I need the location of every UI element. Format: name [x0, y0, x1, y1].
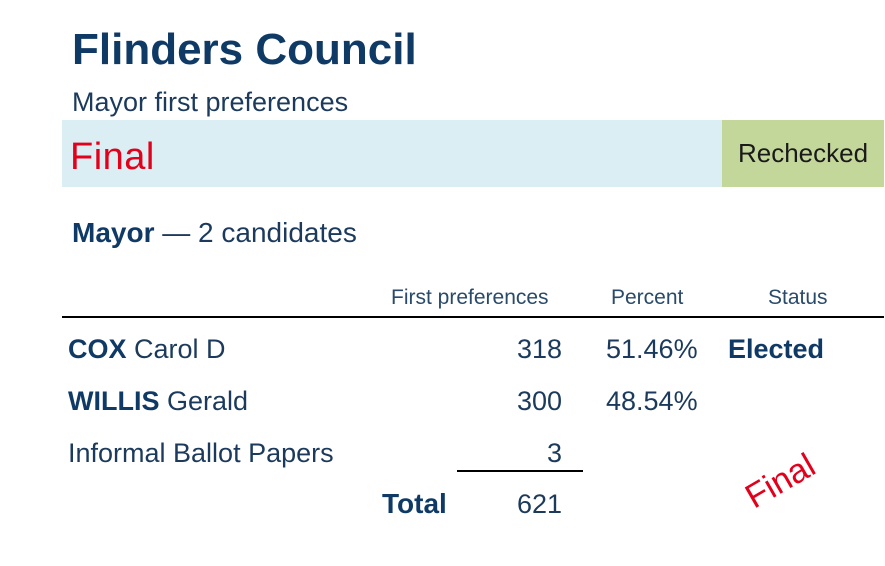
- candidate-name-cox: COX Carol D: [68, 333, 226, 365]
- status-cox: Elected: [728, 334, 825, 364]
- votes-informal: 3: [546, 438, 562, 468]
- column-header-first-preferences: First preferences: [391, 286, 549, 309]
- column-header-status: Status: [768, 286, 828, 309]
- percent-willis: 48.54%: [606, 386, 698, 416]
- candidate-count: 2 candidates: [198, 217, 357, 248]
- candidate-surname: WILLIS: [68, 386, 160, 416]
- rechecked-badge: Rechecked: [722, 120, 884, 187]
- votes-cox: 318: [516, 334, 562, 364]
- informal-label: Informal Ballot Papers: [68, 438, 334, 468]
- total-rule: [457, 470, 583, 472]
- candidate-given-name: Carol D: [134, 334, 226, 364]
- count-status-label: Final: [70, 136, 155, 178]
- candidate-surname: COX: [68, 334, 127, 364]
- votes-total: 621: [516, 489, 562, 519]
- percent-cox: 51.46%: [606, 334, 698, 364]
- candidate-given-name: Gerald: [167, 386, 249, 416]
- section-heading: Mayor — 2 candidates: [72, 216, 357, 250]
- column-header-percent: Percent: [611, 286, 684, 309]
- heading-separator: —: [162, 217, 191, 248]
- candidate-name-willis: WILLIS Gerald: [68, 385, 248, 417]
- page-title: Flinders Council: [72, 25, 417, 74]
- table-header-rule: [62, 316, 884, 318]
- page-subtitle: Mayor first preferences: [72, 87, 349, 117]
- status-banner: Final Rechecked: [62, 120, 884, 187]
- final-stamp: Final: [739, 446, 822, 516]
- office-name: Mayor: [72, 217, 155, 248]
- total-label: Total: [382, 488, 447, 519]
- votes-willis: 300: [516, 386, 562, 416]
